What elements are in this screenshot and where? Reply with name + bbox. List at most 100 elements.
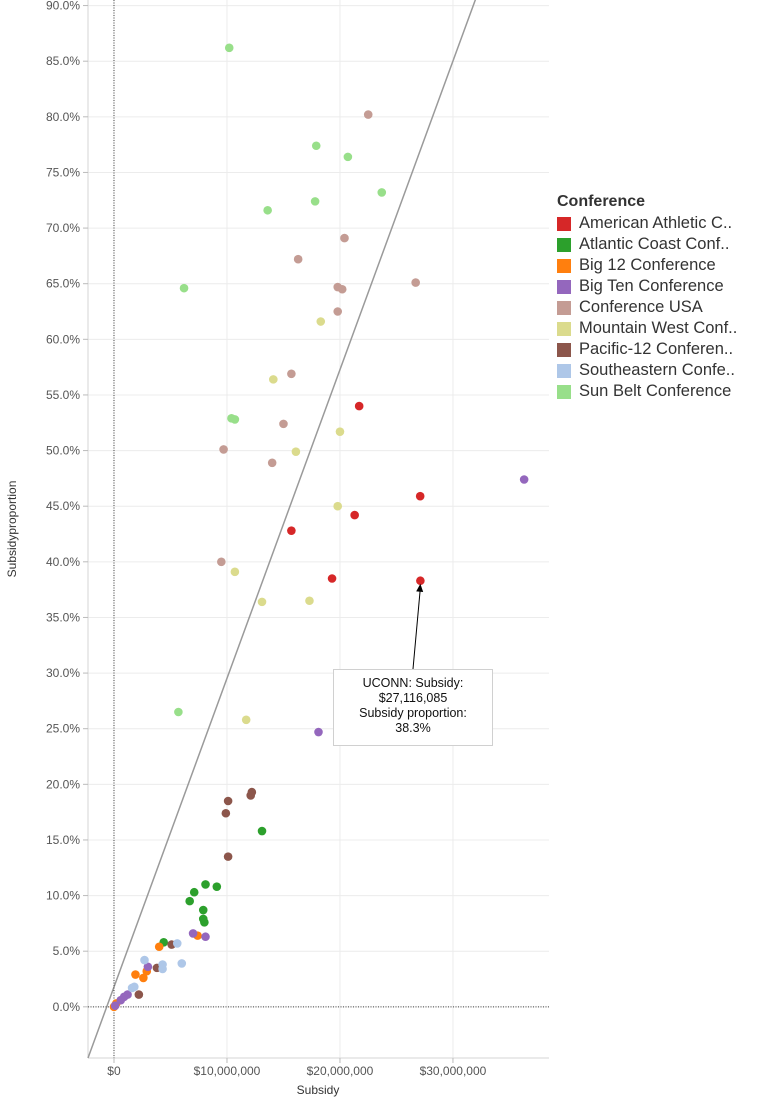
data-point [223,796,233,806]
data-point [200,917,209,927]
legend-item[interactable]: Atlantic Coast Conf.. [557,234,737,255]
data-point [293,254,303,264]
legend-swatch [557,342,571,357]
data-point [269,375,278,384]
legend-title: Conference [557,193,646,210]
data-point [188,929,198,938]
data-point [291,447,301,456]
grid-lines [87,0,549,1059]
data-point [305,596,314,606]
legend-label: Big 12 Conference [579,256,716,274]
x-tick-label: $10,000,000 [194,1064,261,1078]
y-axis-title: Subsidyproportion [5,481,19,578]
y-tick-label: 90.0% [46,0,80,13]
legend-swatch [557,300,571,315]
data-point [257,597,267,607]
data-point [174,707,183,717]
annotation-pointer [412,587,421,670]
plot-area [88,0,549,1058]
legend-item[interactable]: Mountain West Conf.. [557,318,737,339]
data-point [257,826,267,836]
data-point [343,152,353,162]
data-point [241,715,251,725]
data-point [314,727,323,737]
legend-item[interactable]: Southeastern Confe.. [557,360,737,381]
legend-swatch [557,363,571,378]
y-tick-label: 25.0% [46,722,80,736]
data-point [519,475,529,484]
legend-item[interactable]: Conference USA [557,297,737,318]
data-point [217,557,226,567]
data-point [310,197,320,206]
legend-item[interactable]: Pacific-12 Conferen.. [557,339,737,360]
data-point [287,369,296,379]
y-tick-label: 40.0% [46,555,80,569]
x-axis-ticks: $0 $10,000,000 $20,000,000 $30,000,000 [107,1058,487,1078]
legend-swatch [557,237,571,252]
data-point [172,939,182,948]
data-point [363,110,373,119]
y-tick-label: 80.0% [46,110,80,124]
legend-label: Southeastern Confe.. [579,361,735,379]
legend-swatch [557,279,571,294]
data-point [134,990,144,999]
y-tick-label: 5.0% [53,944,81,958]
annotation-line-3: Subsidy proportion: [359,706,467,720]
data-point [340,233,349,243]
annotation-line-2: $27,116,085 [378,691,448,705]
data-point [116,995,126,1005]
annotation-tooltip: UCONN: Subsidy: $27,116,085 Subsidy prop… [333,669,493,746]
data-point [287,526,296,535]
y-tick-label: 75.0% [46,165,80,179]
data-point [143,962,153,972]
x-axis-title: Subsidy [297,1083,340,1097]
y-tick-label: 85.0% [46,54,80,68]
data-points [109,43,529,1012]
data-point [411,278,420,287]
legend-label: American Athletic C.. [579,214,733,232]
data-point [223,852,233,861]
data-point [415,491,425,501]
data-point [131,970,140,979]
legend-item[interactable]: Big Ten Conference [557,276,737,297]
data-point [139,973,148,983]
x-tick-label: $30,000,000 [420,1064,487,1078]
legend-swatch [557,321,571,336]
data-point [316,317,326,326]
legend-item[interactable]: Big 12 Conference [557,255,737,276]
data-point [198,905,208,915]
legend-label: Sun Belt Conference [579,382,732,400]
legend-item[interactable]: Sun Belt Conference [557,381,737,402]
data-point [263,205,272,215]
annotation-line-1: UCONN: Subsidy: [362,676,464,690]
y-tick-label: 15.0% [46,833,80,847]
data-point [350,510,359,520]
data-point [221,808,231,818]
data-point [185,896,194,906]
x-tick-label: $20,000,000 [307,1064,374,1078]
data-point [337,284,347,294]
legend-label: Big Ten Conference [579,277,724,295]
legend-label: Pacific-12 Conferen.. [579,340,734,358]
data-point [327,574,337,583]
data-point [219,445,228,454]
data-point [377,188,387,197]
data-point [311,141,321,151]
data-point [267,458,277,468]
y-tick-label: 30.0% [46,666,80,680]
legend: Conference American Athletic C.. Atlantic… [557,193,737,402]
data-point [158,964,167,974]
data-point [230,415,240,424]
data-point [177,959,187,968]
y-tick-label: 10.0% [46,889,80,903]
y-tick-label: 45.0% [46,499,80,513]
data-point [201,880,210,889]
data-point [212,882,222,891]
legend-item[interactable]: American Athletic C.. [557,213,737,234]
legend-label: Conference USA [579,298,703,316]
legend-swatch [557,384,571,399]
annotation-line-4: 38.3% [395,721,431,735]
data-point [127,983,137,993]
annotation-arrowhead [416,583,424,593]
